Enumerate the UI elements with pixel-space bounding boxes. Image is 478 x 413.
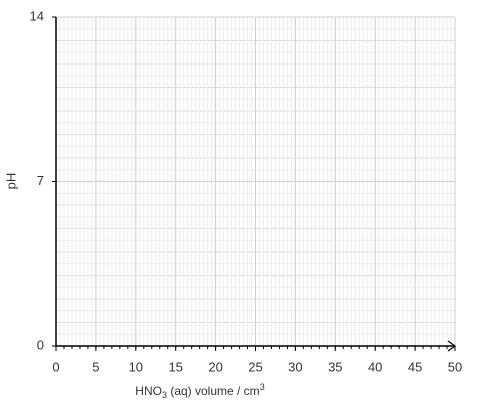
x-tick-label: 10 [129,359,143,374]
x-tick-label: 5 [92,359,99,374]
x-label-part: (aq) volume / cm [167,384,260,398]
x-tick-label: 40 [368,359,382,374]
y-tick-label: 14 [30,8,44,23]
y-tick-label: 7 [37,173,44,188]
x-tick-label: 25 [248,359,262,374]
x-axis-arrow [447,340,457,352]
x-tick-label: 50 [448,359,462,374]
x-tick-label: 20 [208,359,222,374]
x-tick-label: 0 [52,359,59,374]
x-tick-label: 45 [408,359,422,374]
x-tick-label: 35 [328,359,342,374]
x-label-sup: 3 [260,382,265,392]
x-label-part: HNO [135,384,162,398]
y-tick-label: 0 [37,337,44,352]
x-tick-label: 15 [168,359,182,374]
y-axis-label: pH [3,173,18,190]
x-label-sub: 3 [162,390,167,400]
x-axis-label: HNO3 (aq) volume / cm3 [135,382,264,400]
x-tick-label: 30 [288,359,302,374]
